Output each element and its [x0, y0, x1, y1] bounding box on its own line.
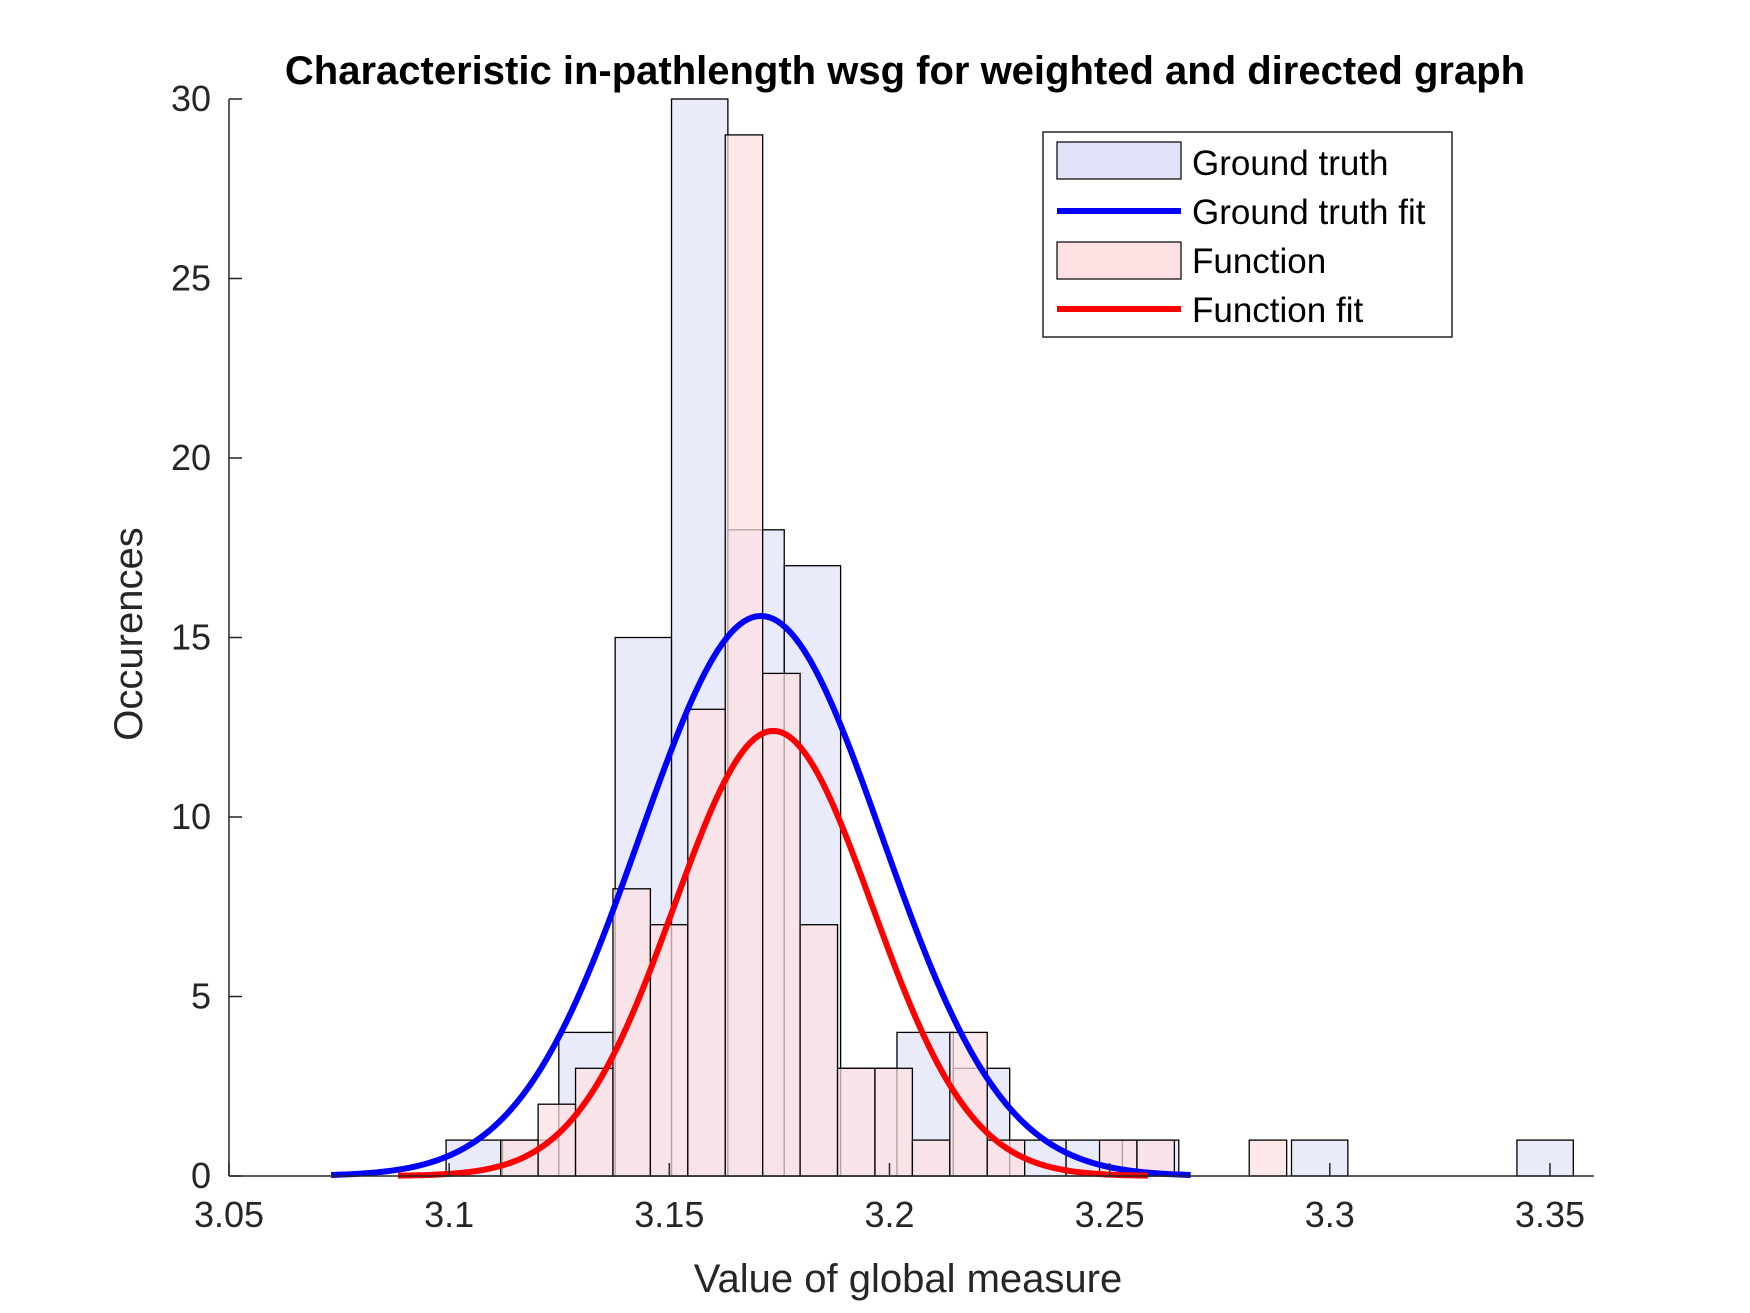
legend-label-ground-truth: Ground truth	[1192, 144, 1389, 183]
legend-label-ground-truth-fit: Ground truth fit	[1192, 193, 1426, 232]
function-bar-7	[762, 672, 801, 1177]
bars-layer	[445, 98, 1574, 1177]
x-tick-label: 3.1	[424, 1194, 474, 1235]
chart-title: Characteristic in-pathlength wsg for wei…	[285, 49, 1525, 93]
x-axis-label: Value of global measure	[694, 1257, 1122, 1301]
legend-swatch-ground-truth	[1056, 141, 1182, 180]
ground-truth-bar-13	[1290, 1139, 1349, 1177]
function-bar-8	[799, 924, 839, 1177]
ground-truth-bar-14	[1516, 1139, 1574, 1177]
function-bar-1	[537, 1103, 577, 1177]
function-bar-11	[911, 1139, 951, 1177]
ground-truth-fit-curve	[331, 612, 1191, 1178]
x-tick-label: 3.15	[634, 1194, 704, 1235]
curves-layer	[331, 612, 1191, 1179]
function-bar-12	[949, 1031, 988, 1177]
plot-area: 3.05 3.1 3.15 3.2 3.25 3.3 3.35 0 5 10 15 20 25 30	[171, 78, 1594, 1235]
x-tick-label: 3.35	[1515, 1194, 1585, 1235]
legend-swatch-function	[1056, 241, 1182, 280]
x-axis-ticks: 3.05 3.1 3.15 3.2 3.25 3.3 3.35	[194, 1163, 1585, 1235]
y-tick-label: 5	[191, 976, 211, 1017]
y-tick-label: 25	[171, 258, 211, 299]
function-bar-10	[874, 1067, 914, 1177]
x-tick-label: 3.05	[194, 1194, 264, 1235]
x-tick-label: 3.3	[1305, 1194, 1355, 1235]
y-tick-label: 15	[171, 617, 211, 658]
function-bar-16	[1248, 1139, 1288, 1177]
y-axis-ticks: 0 5 10 15 20 25 30	[171, 78, 242, 1196]
legend-label-function: Function	[1192, 242, 1326, 281]
x-tick-label: 3.2	[864, 1194, 914, 1235]
y-tick-label: 10	[171, 796, 211, 837]
function-bar-9	[836, 1067, 876, 1177]
y-axis-label: Occurences	[107, 527, 151, 740]
legend: Ground truth Ground truth fit Function F…	[1042, 131, 1453, 338]
x-tick-label: 3.25	[1075, 1194, 1145, 1235]
function-fit-curve	[398, 727, 1148, 1179]
y-tick-label: 0	[191, 1155, 211, 1196]
function-bar-3	[612, 888, 652, 1177]
y-tick-label: 30	[171, 78, 211, 119]
legend-label-function-fit: Function fit	[1192, 291, 1363, 330]
function-bar-6	[724, 134, 764, 1177]
y-tick-label: 20	[171, 437, 211, 478]
function-bar-5	[687, 708, 726, 1177]
